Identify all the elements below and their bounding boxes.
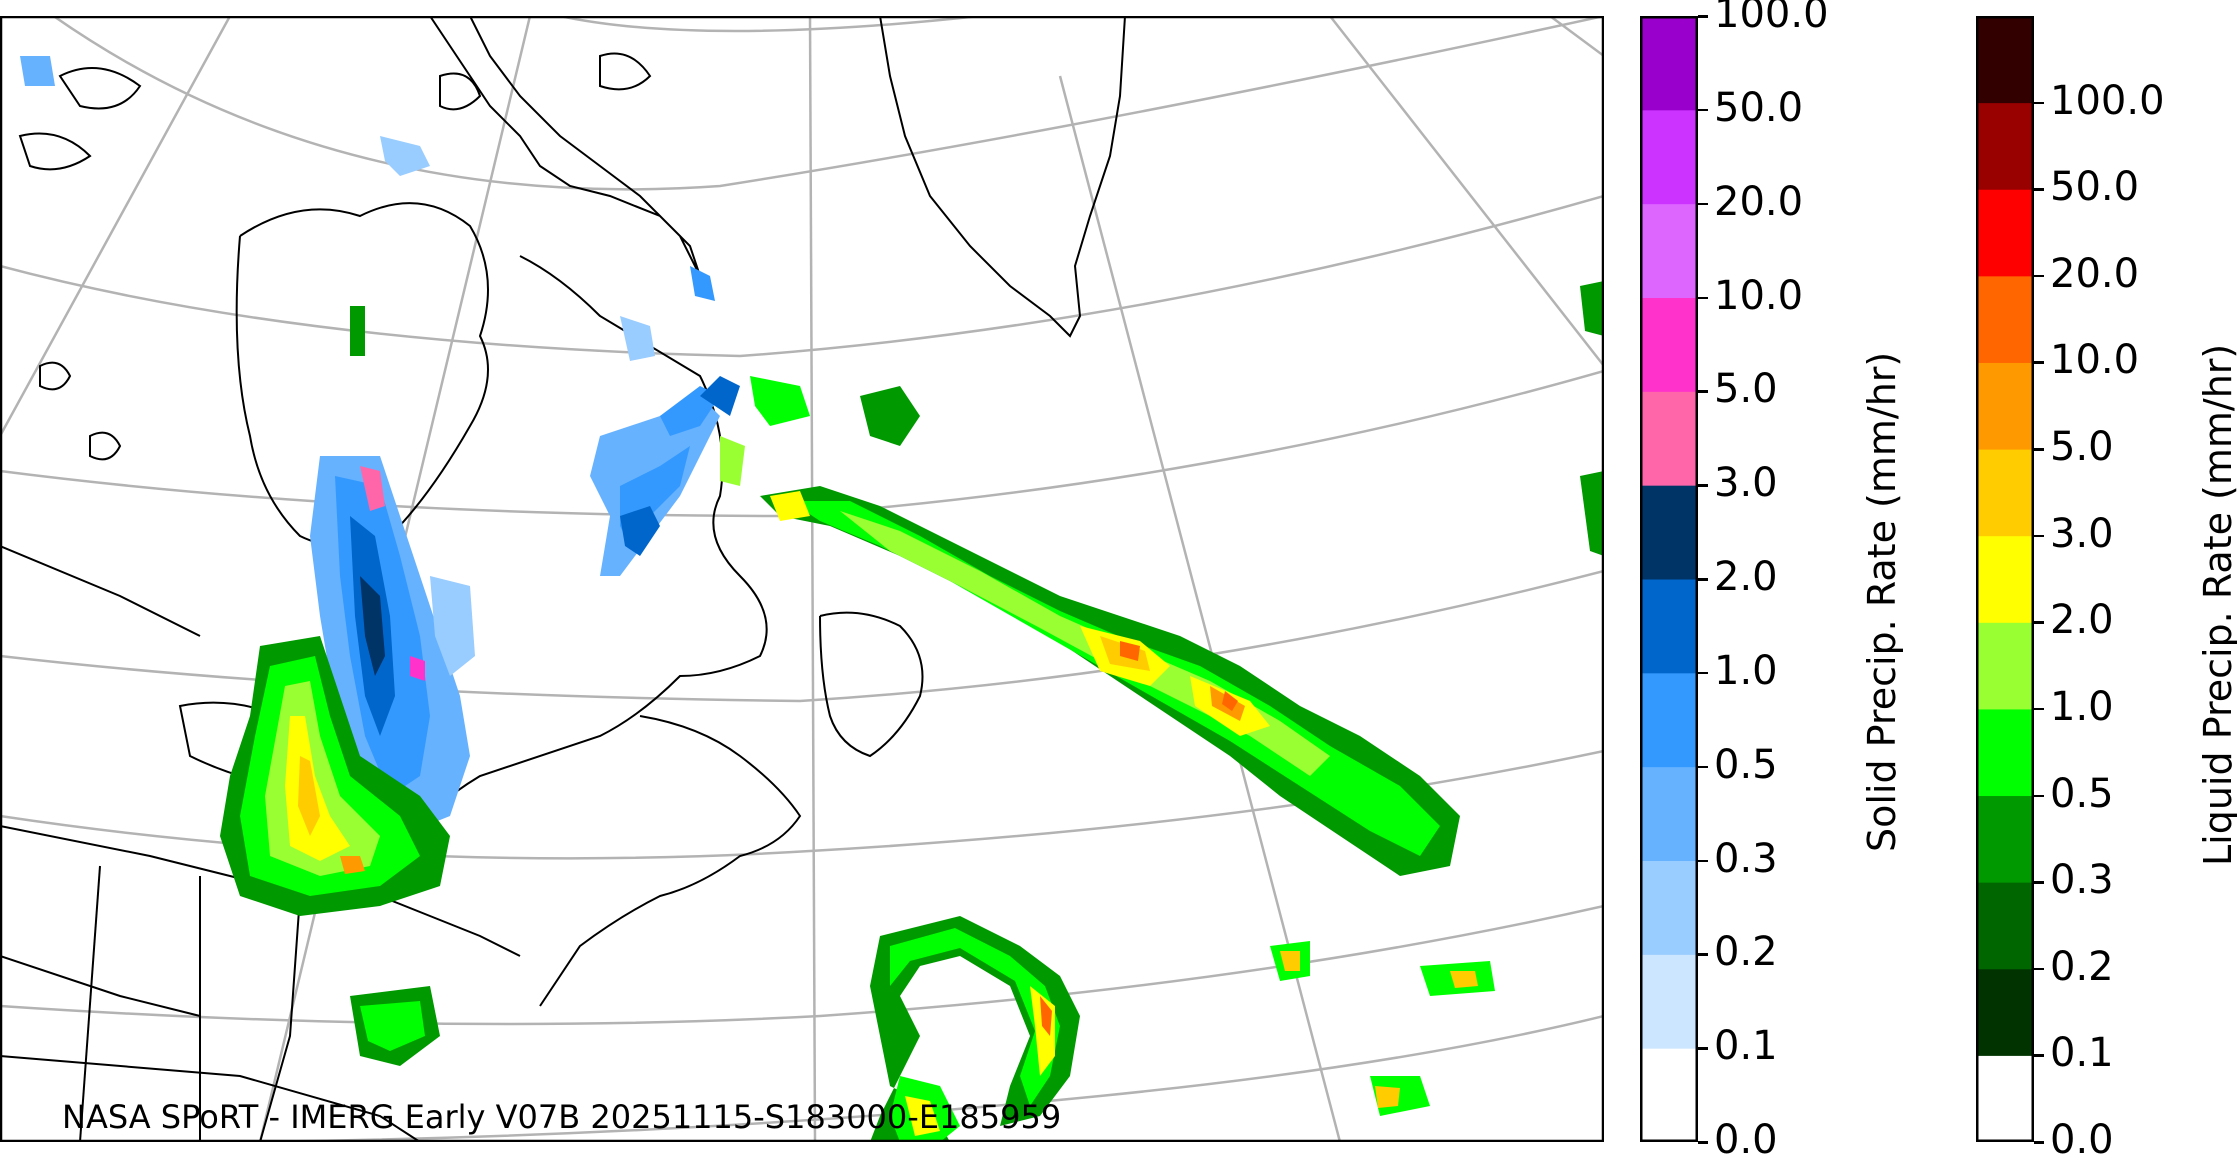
- liquid-colorbar-tick-mark: [2034, 101, 2044, 105]
- liquid-colorbar-tick-mark: [2034, 881, 2044, 884]
- liquid-precip-field: [220, 281, 1604, 1142]
- liquid-colorbar-color-segment: [1976, 1055, 2034, 1142]
- liquid-colorbar-tick-mark: [2034, 448, 2044, 451]
- solid-colorbar-color-segment: [1640, 672, 1698, 768]
- solid-colorbar-tick-mark: [1698, 953, 1708, 956]
- solid-colorbar-tick-mark: [1698, 671, 1708, 675]
- solid-colorbar-color-segment: [1640, 579, 1698, 674]
- liquid-colorbar-tick-mark: [2034, 707, 2044, 711]
- solid-colorbar-color-segment: [1640, 954, 1698, 1049]
- liquid-colorbar-color-segment: [1976, 275, 2034, 363]
- solid-colorbar-tick-mark: [1698, 1047, 1708, 1050]
- solid-colorbar-tick-label: 50.0: [1714, 84, 1804, 131]
- solid-colorbar-tick-mark: [1698, 296, 1708, 299]
- liquid-colorbar-tick-mark: [2034, 1054, 2044, 1057]
- solid-colorbar-tick-label: 0.2: [1714, 929, 1778, 976]
- liquid-colorbar-tick-mark: [2034, 534, 2044, 538]
- solid-colorbar-tick-label: 0.3: [1714, 835, 1778, 882]
- solid-colorbar-color-segment: [1640, 203, 1698, 298]
- solid-colorbar-color-segment: [1640, 297, 1698, 392]
- liquid-colorbar-color-segment: [1976, 449, 2034, 537]
- liquid-colorbar-tick-label: 20.0: [2050, 250, 2140, 297]
- liquid-colorbar-tick-label: 3.0: [2050, 510, 2114, 557]
- solid-colorbar-tick-label: 3.0: [1714, 460, 1778, 507]
- liquid-colorbar-color-segment: [1976, 795, 2034, 883]
- liquid-colorbar-tick-mark: [2034, 274, 2044, 278]
- liquid-colorbar-tick-label: 50.0: [2050, 164, 2140, 211]
- liquid-colorbar-label: Liquid Precip. Rate (mm/hr): [2196, 343, 2237, 866]
- liquid-colorbar-tick-mark: [2034, 967, 2044, 971]
- solid-colorbar-tick-label: 0.1: [1714, 1023, 1778, 1070]
- liquid-colorbar-tick-mark: [2034, 361, 2044, 364]
- solid-colorbar-color-segment: [1640, 485, 1698, 580]
- solid-colorbar-color-segment: [1640, 109, 1698, 205]
- solid-colorbar-tick-label: 20.0: [1714, 178, 1804, 225]
- liquid-colorbar-color-segment: [1976, 362, 2034, 450]
- liquid-colorbar-color-segment: [1976, 102, 2034, 190]
- liquid-colorbar-tick-label: 1.0: [2050, 683, 2114, 730]
- solid-colorbar-tick-mark: [1698, 484, 1708, 487]
- liquid-colorbar-tick-label: 0.3: [2050, 857, 2114, 904]
- solid-colorbar-tick-mark: [1698, 390, 1708, 393]
- liquid-colorbar-tick-mark: [2034, 794, 2044, 798]
- liquid-colorbar-color-segment: [1976, 16, 2034, 104]
- solid-colorbar-tick-mark: [1698, 859, 1708, 862]
- liquid-colorbar-color-segment: [1976, 535, 2034, 623]
- liquid-colorbar-tick-mark: [2034, 1141, 2044, 1144]
- solid-colorbar-tick-mark: [1698, 578, 1708, 581]
- solid-colorbar-tick-label: 0.5: [1714, 741, 1778, 788]
- liquid-colorbar-tick-label: 2.0: [2050, 597, 2114, 644]
- solid-colorbar-tick-mark: [1698, 202, 1708, 206]
- solid-colorbar-tick-label: 100.0: [1714, 0, 1829, 37]
- liquid-colorbar-color-segment: [1976, 189, 2034, 277]
- solid-colorbar-color-segment: [1640, 391, 1698, 486]
- solid-colorbar-color-segment: [1640, 1048, 1698, 1142]
- liquid-colorbar-color-segment: [1976, 622, 2034, 710]
- liquid-precip-colorbar: [1976, 16, 2034, 1142]
- solid-colorbar-tick-label: 1.0: [1714, 647, 1778, 694]
- solid-colorbar-tick-mark: [1698, 765, 1708, 769]
- solid-precip-colorbar: [1640, 16, 1698, 1142]
- liquid-colorbar-tick-label: 5.0: [2050, 424, 2114, 471]
- liquid-colorbar-tick-label: 0.1: [2050, 1030, 2114, 1077]
- solid-colorbar-tick-label: 5.0: [1714, 366, 1778, 413]
- solid-colorbar-tick-mark: [1698, 15, 1708, 18]
- liquid-colorbar-color-segment: [1976, 882, 2034, 970]
- liquid-colorbar-color-segment: [1976, 708, 2034, 797]
- solid-colorbar-tick-mark: [1698, 1141, 1708, 1144]
- solid-colorbar-label: Solid Precip. Rate (mm/hr): [1860, 351, 1904, 852]
- solid-colorbar-tick-label: 2.0: [1714, 554, 1778, 600]
- map-credit-text: NASA SPoRT - IMERG Early V07B 20251115-S…: [62, 1098, 1062, 1136]
- liquid-colorbar-tick-label: 0.2: [2050, 943, 2114, 990]
- solid-colorbar-tick-label: 0.0: [1714, 1117, 1778, 1163]
- solid-colorbar-tick-mark: [1698, 108, 1708, 112]
- solid-colorbar-color-segment: [1640, 16, 1698, 111]
- liquid-colorbar-color-segment: [1976, 968, 2034, 1056]
- solid-colorbar-tick-label: 10.0: [1714, 272, 1804, 319]
- liquid-colorbar-tick-mark: [2034, 621, 2044, 624]
- solid-colorbar-color-segment: [1640, 766, 1698, 861]
- liquid-colorbar-tick-label: 100.0: [2050, 77, 2165, 124]
- liquid-colorbar-tick-label: 0.0: [2050, 1117, 2114, 1163]
- liquid-colorbar-tick-label: 0.5: [2050, 770, 2114, 817]
- liquid-colorbar-tick-mark: [2034, 188, 2044, 191]
- liquid-colorbar-tick-label: 10.0: [2050, 337, 2140, 384]
- precipitation-map: [0, 16, 1604, 1142]
- solid-colorbar-color-segment: [1640, 860, 1698, 955]
